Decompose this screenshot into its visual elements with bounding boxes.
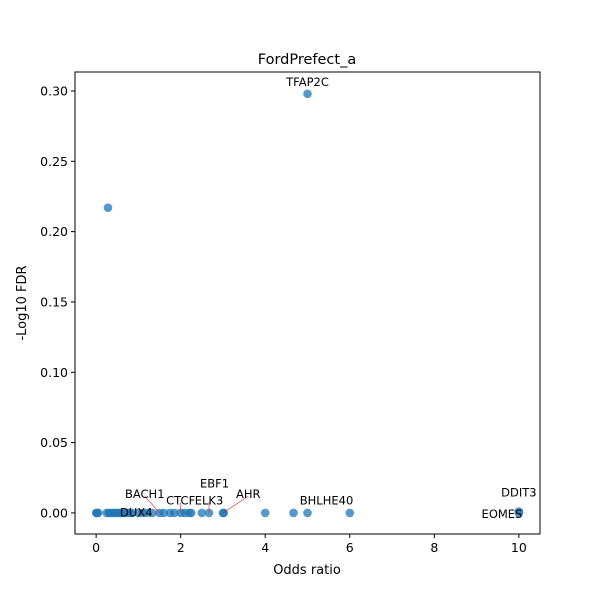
annotation-connector [222, 495, 249, 514]
x-axis-label: Odds ratio [273, 563, 341, 578]
y-tick-label: 0.25 [40, 154, 68, 169]
x-tick-label: 0 [92, 540, 100, 555]
annotation-label: TFAP2C [285, 75, 329, 89]
y-tick-label: 0.05 [40, 435, 68, 450]
annotation-label: EBF1 [200, 477, 229, 491]
annotation-label: CTCF [166, 493, 195, 507]
data-point [93, 508, 103, 518]
data-point [148, 508, 157, 518]
annotation-connector [144, 495, 160, 514]
y-tick-label: 0.20 [40, 224, 68, 239]
data-point [514, 507, 524, 516]
connectors-layer [144, 495, 249, 514]
annotations-layer: TFAP2C BACH1 DUX4 CTCF ELK3 EBF1 AHR BHLHE40 DDI… [120, 75, 537, 521]
data-point [197, 508, 207, 518]
y-axis-label: -Log10 FDR [15, 265, 30, 340]
x-tick-label: 8 [430, 540, 438, 555]
x-tick-label: 6 [346, 540, 354, 555]
x-tick-label: 2 [177, 540, 185, 555]
data-point [303, 508, 312, 518]
y-tick-label: 0.00 [40, 505, 68, 520]
data-point [289, 508, 298, 518]
y-tick-label: 0.30 [40, 83, 68, 98]
data-point [127, 508, 137, 518]
annotation-label: EOMES [482, 507, 523, 521]
data-point [186, 508, 196, 518]
data-point [260, 508, 270, 518]
data-point [345, 508, 355, 518]
x-axis: 0 2 4 6 8 10 [92, 534, 527, 555]
x-tick-label: 4 [261, 540, 269, 555]
annotation-label: BACH1 [125, 487, 165, 501]
data-point [303, 89, 312, 99]
chart-title: FordPrefect_a [258, 52, 356, 68]
annotation-label: AHR [236, 487, 261, 501]
data-point [170, 508, 179, 518]
plot-frame [74, 71, 541, 535]
data-point [219, 508, 229, 518]
y-tick-label: 0.10 [40, 365, 68, 380]
y-tick-label: 0.15 [40, 294, 68, 309]
points-layer [91, 89, 524, 518]
annotation-label: DDIT3 [501, 486, 536, 500]
y-axis: 0.00 0.05 0.10 0.15 0.20 0.25 0.30 [40, 83, 75, 520]
annotation-label: ELK3 [195, 493, 224, 507]
data-point [159, 508, 169, 518]
x-tick-label: 10 [511, 540, 527, 555]
data-point [103, 203, 113, 213]
annotation-label: DUX4 [120, 505, 152, 519]
annotation-label: BHLHE40 [300, 493, 354, 507]
